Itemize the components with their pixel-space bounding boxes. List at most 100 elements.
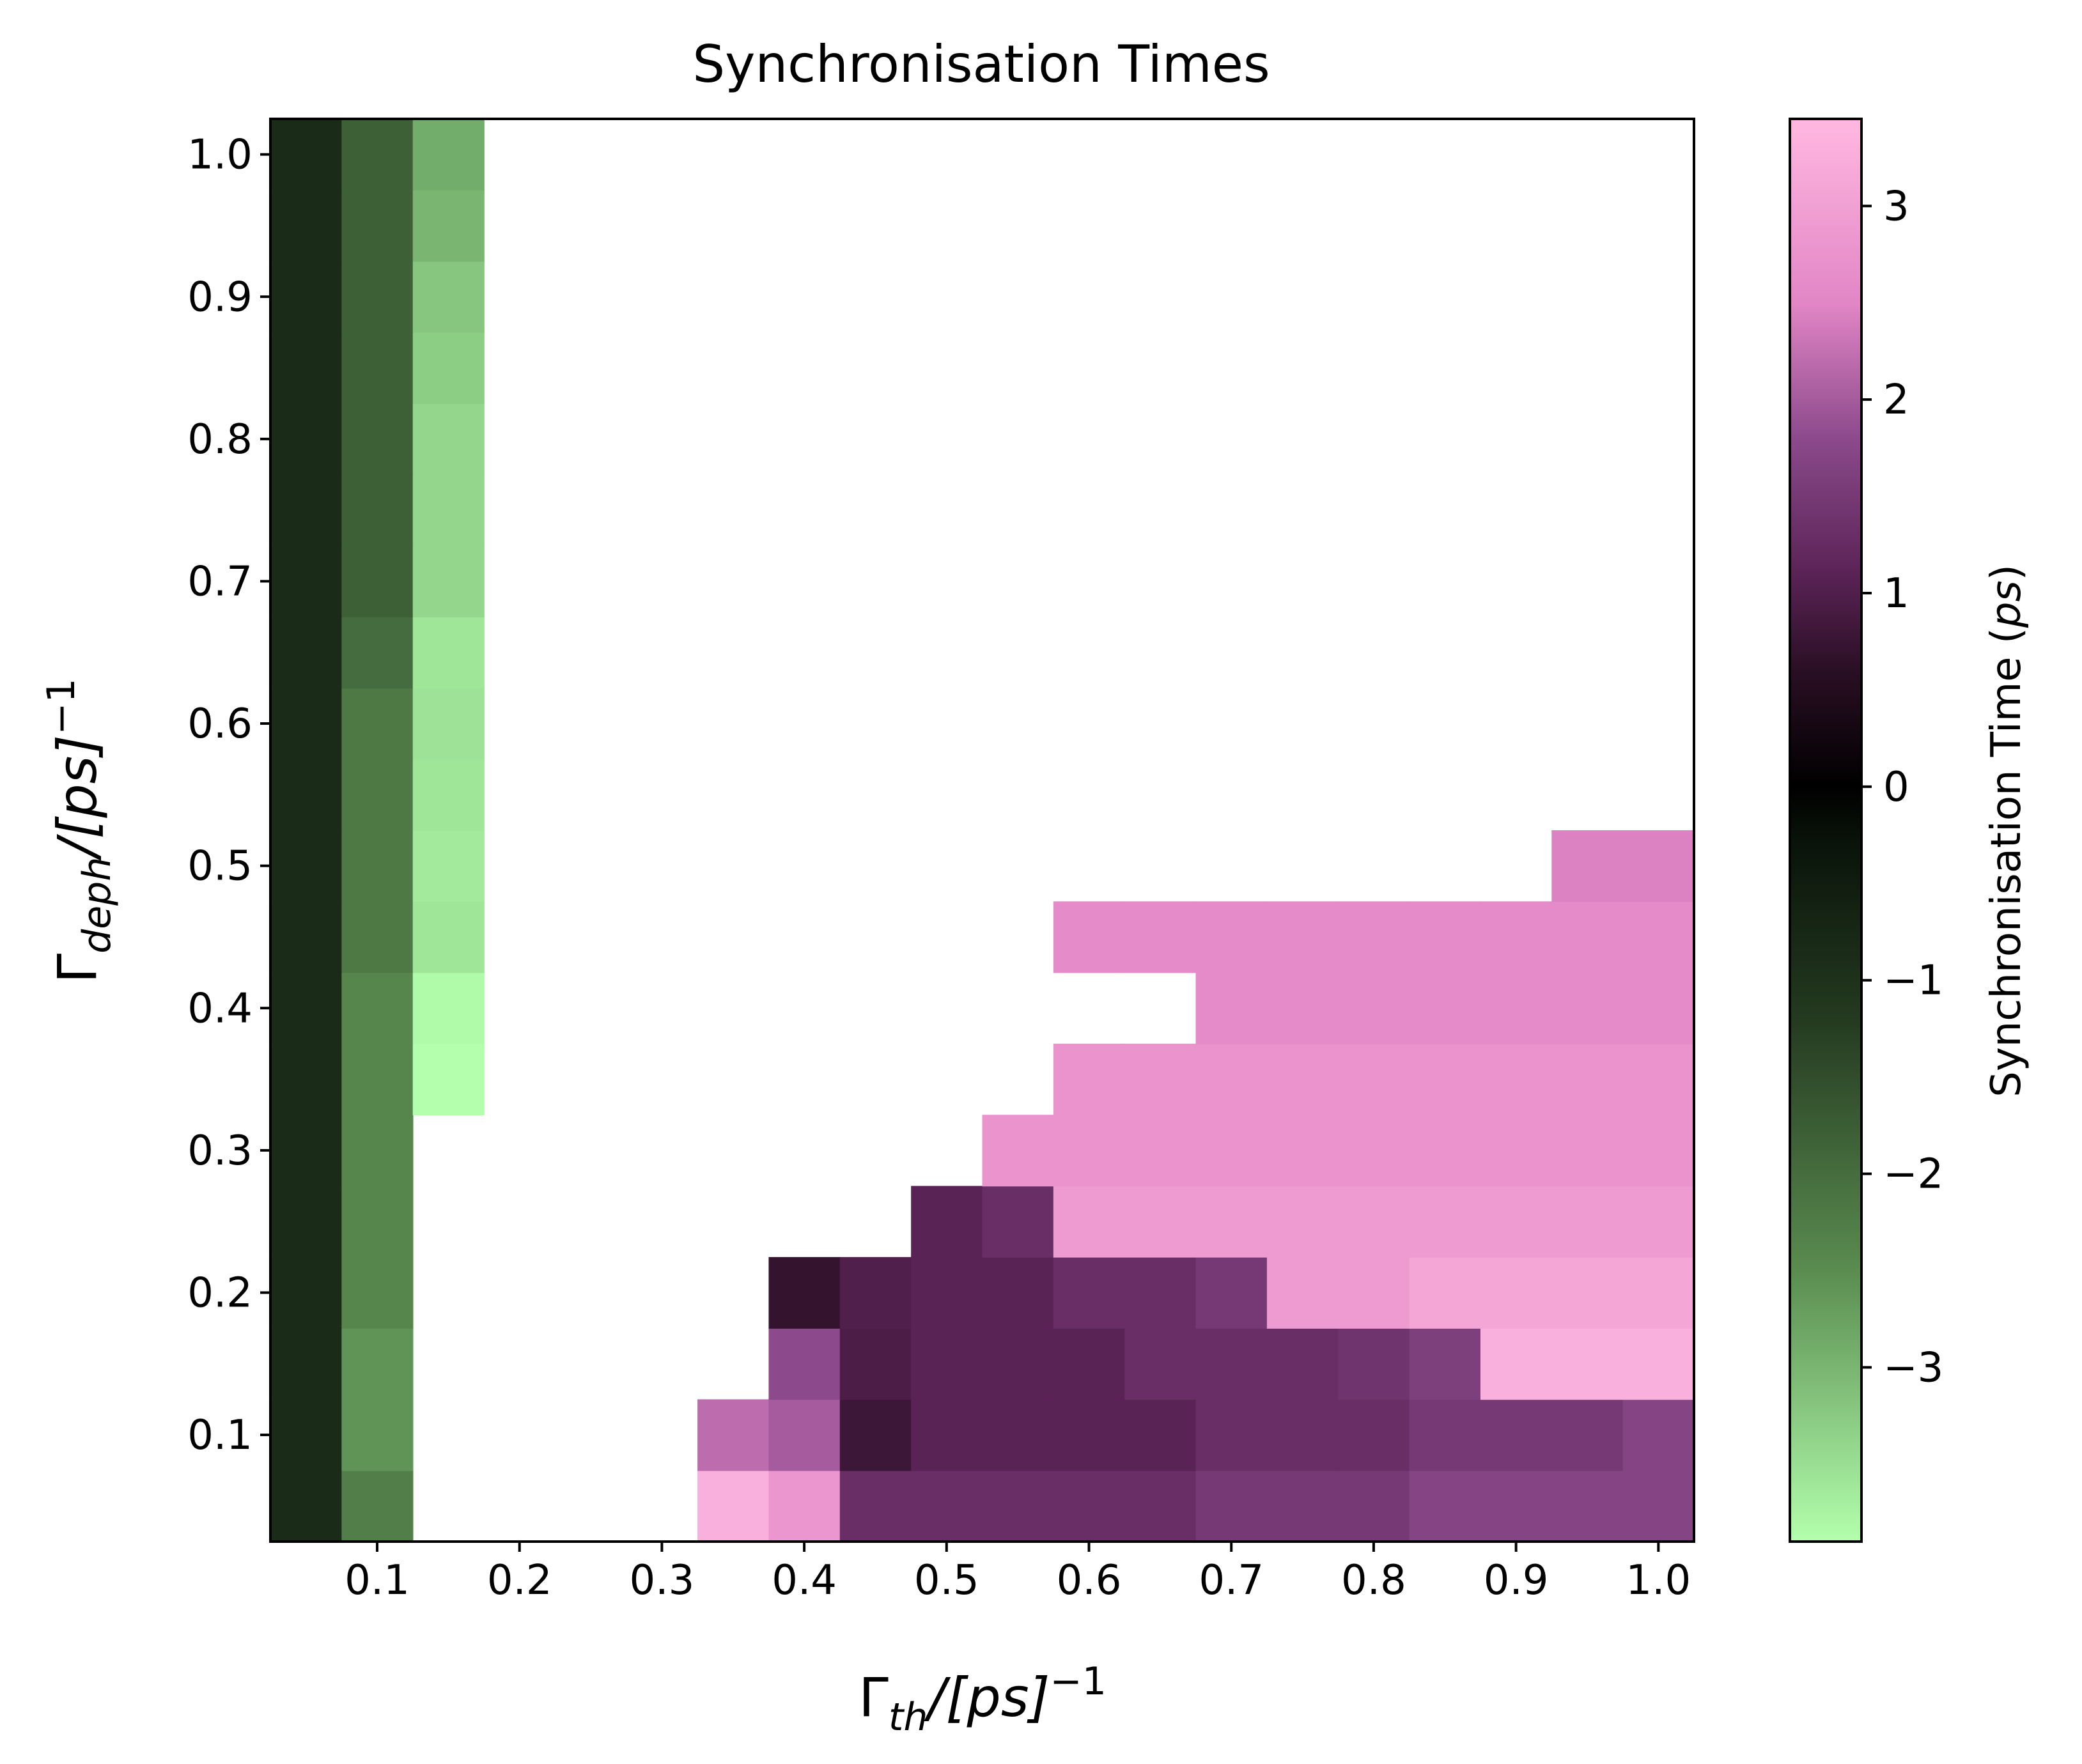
heatmap-cell: [341, 901, 414, 973]
heatmap-cell: [341, 1470, 414, 1542]
heatmap-cell: [697, 1470, 770, 1542]
heatmap-cell: [412, 972, 485, 1044]
x-tick-label: 0.2: [487, 1557, 552, 1604]
x-tick-label: 0.4: [772, 1557, 837, 1604]
heatmap-cell: [270, 688, 343, 760]
heatmap-cell: [270, 830, 343, 902]
heatmap-cell: [270, 119, 343, 191]
heatmap-cell: [1053, 1115, 1125, 1187]
heatmap-cell: [1124, 1257, 1197, 1329]
heatmap-cell: [768, 1470, 841, 1542]
colorbar-tick-label: −3: [1883, 1344, 1943, 1391]
heatmap-cell: [270, 474, 343, 546]
heatmap-cell: [270, 190, 343, 262]
heatmap-cell: [839, 1257, 912, 1329]
heatmap-cell: [1338, 1186, 1410, 1258]
heatmap-cell: [270, 759, 343, 831]
heatmap-cell: [341, 190, 414, 262]
y-axis: 0.1 0.2 0.3 0.4 0.5 0.6 0.7 0.8 0.9 1.0: [187, 132, 270, 1459]
heatmap-cell: [1338, 1470, 1410, 1542]
heatmap-cell: [341, 972, 414, 1044]
heatmap-cell: [982, 1186, 1054, 1258]
heatmap-cell: [1266, 972, 1339, 1044]
heatmap-cell: [1124, 1043, 1197, 1115]
heatmap-cell: [1551, 1043, 1624, 1115]
colorbar: [1789, 118, 1863, 1543]
x-tick-label: 0.1: [345, 1557, 410, 1604]
heatmap-cell: [1622, 972, 1695, 1044]
colorbar-label: Synchronisation Time (ps): [1983, 564, 2030, 1097]
heatmap-cell: [1195, 901, 1268, 973]
colorbar-tick-label: 0: [1883, 764, 1909, 811]
heatmap-cell: [270, 261, 343, 333]
heatmap-cell: [1480, 1470, 1553, 1542]
heatmap-cell: [270, 1470, 343, 1542]
heatmap-cell: [1551, 1399, 1624, 1471]
heatmap-cell: [1551, 901, 1624, 973]
heatmap-cell: [412, 545, 485, 617]
heatmap-cell: [341, 1186, 414, 1258]
heatmap-cell: [1266, 1115, 1339, 1187]
colorbar-tick-label: 3: [1883, 183, 1909, 230]
heatmap-cell: [1480, 1043, 1553, 1115]
heatmap-cell: [1195, 1186, 1268, 1258]
x-axis: 0.1 0.2 0.3 0.4 0.5 0.6 0.7 0.8 0.9 1.0: [345, 1542, 1691, 1604]
heatmap-cell: [412, 261, 485, 333]
heatmap-cell: [1551, 972, 1624, 1044]
heatmap-cell: [412, 1043, 485, 1115]
heatmap-cell: [1551, 1470, 1624, 1542]
heatmap-cells: [270, 119, 1695, 1542]
heatmap-cell: [911, 1257, 983, 1329]
heatmap-cell: [1622, 1328, 1695, 1400]
heatmap-cell: [270, 1257, 343, 1329]
heatmap-cell: [697, 1399, 770, 1471]
heatmap-cell: [1622, 1399, 1695, 1471]
y-tick-label: 0.5: [187, 843, 252, 890]
heatmap-cell: [341, 1328, 414, 1400]
y-tick-label: 0.8: [187, 416, 252, 463]
heatmap-cell: [1195, 1257, 1268, 1329]
heatmap-cell: [270, 1328, 343, 1400]
heatmap-cell: [1195, 972, 1268, 1044]
y-tick-label: 0.7: [187, 558, 252, 605]
heatmap-cell: [270, 1115, 343, 1187]
heatmap-cell: [1622, 1470, 1695, 1542]
x-tick-label: 0.9: [1484, 1557, 1549, 1604]
x-tick-label: 0.6: [1057, 1557, 1122, 1604]
heatmap-cell: [412, 830, 485, 902]
x-tick-label: 0.3: [630, 1557, 695, 1604]
heatmap-cell: [1338, 1115, 1410, 1187]
colorbar-tick-label: −1: [1883, 957, 1943, 1005]
heatmap-cell: [1409, 1257, 1481, 1329]
heatmap-cell: [1622, 1186, 1695, 1258]
heatmap-cell: [270, 545, 343, 617]
y-tick-label: 1.0: [187, 132, 252, 179]
heatmap-cell: [341, 688, 414, 760]
heatmap-cell: [1266, 1328, 1339, 1400]
heatmap-cell: [341, 403, 414, 476]
heatmap-cell: [341, 261, 414, 333]
heatmap-cell: [911, 1186, 983, 1258]
heatmap-cell: [1480, 1186, 1553, 1258]
x-tick-label: 0.5: [914, 1557, 979, 1604]
y-tick-label: 0.3: [187, 1127, 252, 1175]
heatmap-cell: [982, 1470, 1054, 1542]
heatmap-cell: [1480, 1399, 1553, 1471]
heatmap-cell: [1551, 1186, 1624, 1258]
heatmap-cell: [911, 1470, 983, 1542]
heatmap-cell: [1266, 901, 1339, 973]
heatmap-cell: [1338, 1043, 1410, 1115]
heatmap-cell: [982, 1328, 1054, 1400]
heatmap-cell: [1409, 1115, 1481, 1187]
heatmap-cell: [1622, 1115, 1695, 1187]
heatmap-cell: [1480, 1115, 1553, 1187]
y-tick-label: 0.9: [187, 274, 252, 321]
heatmap-cell: [341, 617, 414, 689]
heatmap-cell: [1124, 901, 1197, 973]
heatmap-cell: [1409, 1470, 1481, 1542]
chart-title: Synchronisation Times: [692, 35, 1270, 94]
heatmap-cell: [270, 617, 343, 689]
heatmap-cell: [412, 901, 485, 973]
heatmap-cell: [341, 545, 414, 617]
